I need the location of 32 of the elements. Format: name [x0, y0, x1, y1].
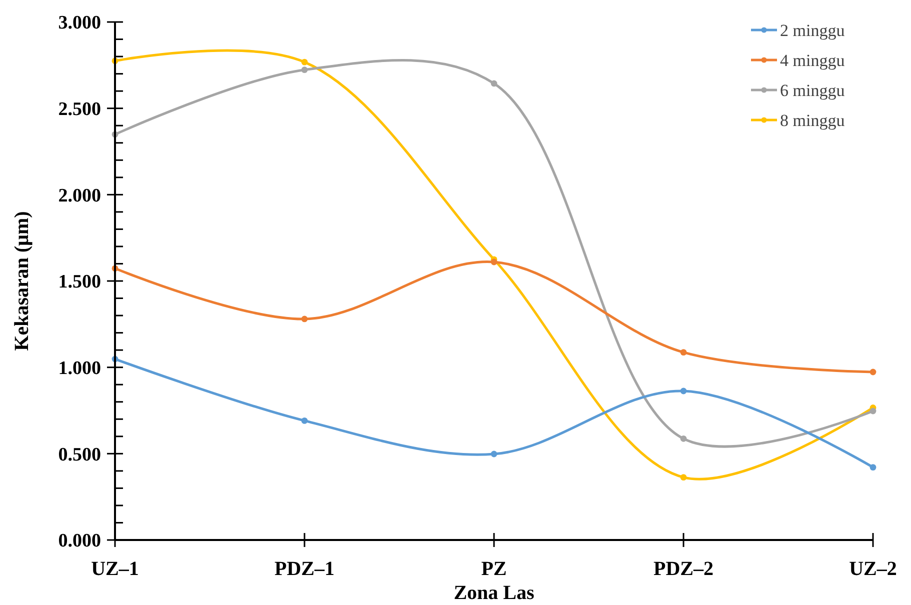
y-tick-label: 1.500 [58, 272, 101, 293]
y-tick-label: 0.500 [58, 444, 101, 466]
point [301, 417, 308, 424]
y-tick-label: 0.000 [58, 530, 101, 552]
legend-label: 6 minggu [780, 80, 846, 100]
point [680, 435, 687, 442]
x-tick-label: PZ [481, 558, 507, 580]
legend-label: 4 minggu [780, 50, 846, 70]
point [680, 388, 687, 394]
x-axis-title: Zona Las [454, 582, 535, 604]
legend-label: 8 minggu [780, 110, 846, 130]
point [301, 316, 308, 322]
point [490, 80, 498, 87]
y-axis-title: Kekasaran (μm) [11, 211, 33, 351]
x-tick-label: PDZ–1 [274, 558, 334, 580]
y-tick-label: 2.500 [58, 98, 101, 120]
point [490, 258, 498, 266]
point [870, 368, 876, 376]
point [870, 464, 876, 471]
y-tick-label: 1.000 [58, 358, 101, 379]
point [301, 66, 308, 74]
x-tick-label: UZ–1 [91, 558, 139, 580]
point [301, 58, 308, 66]
point [680, 349, 687, 356]
point [870, 408, 876, 414]
y-tick-label: 2.000 [58, 185, 101, 206]
legend-label: 2 minggu [780, 20, 846, 40]
point [680, 474, 687, 481]
y-tick-label: 3.000 [58, 12, 101, 34]
point [490, 450, 498, 458]
x-tick-label: PDZ–2 [654, 558, 714, 580]
x-tick-label: UZ–2 [849, 558, 897, 580]
